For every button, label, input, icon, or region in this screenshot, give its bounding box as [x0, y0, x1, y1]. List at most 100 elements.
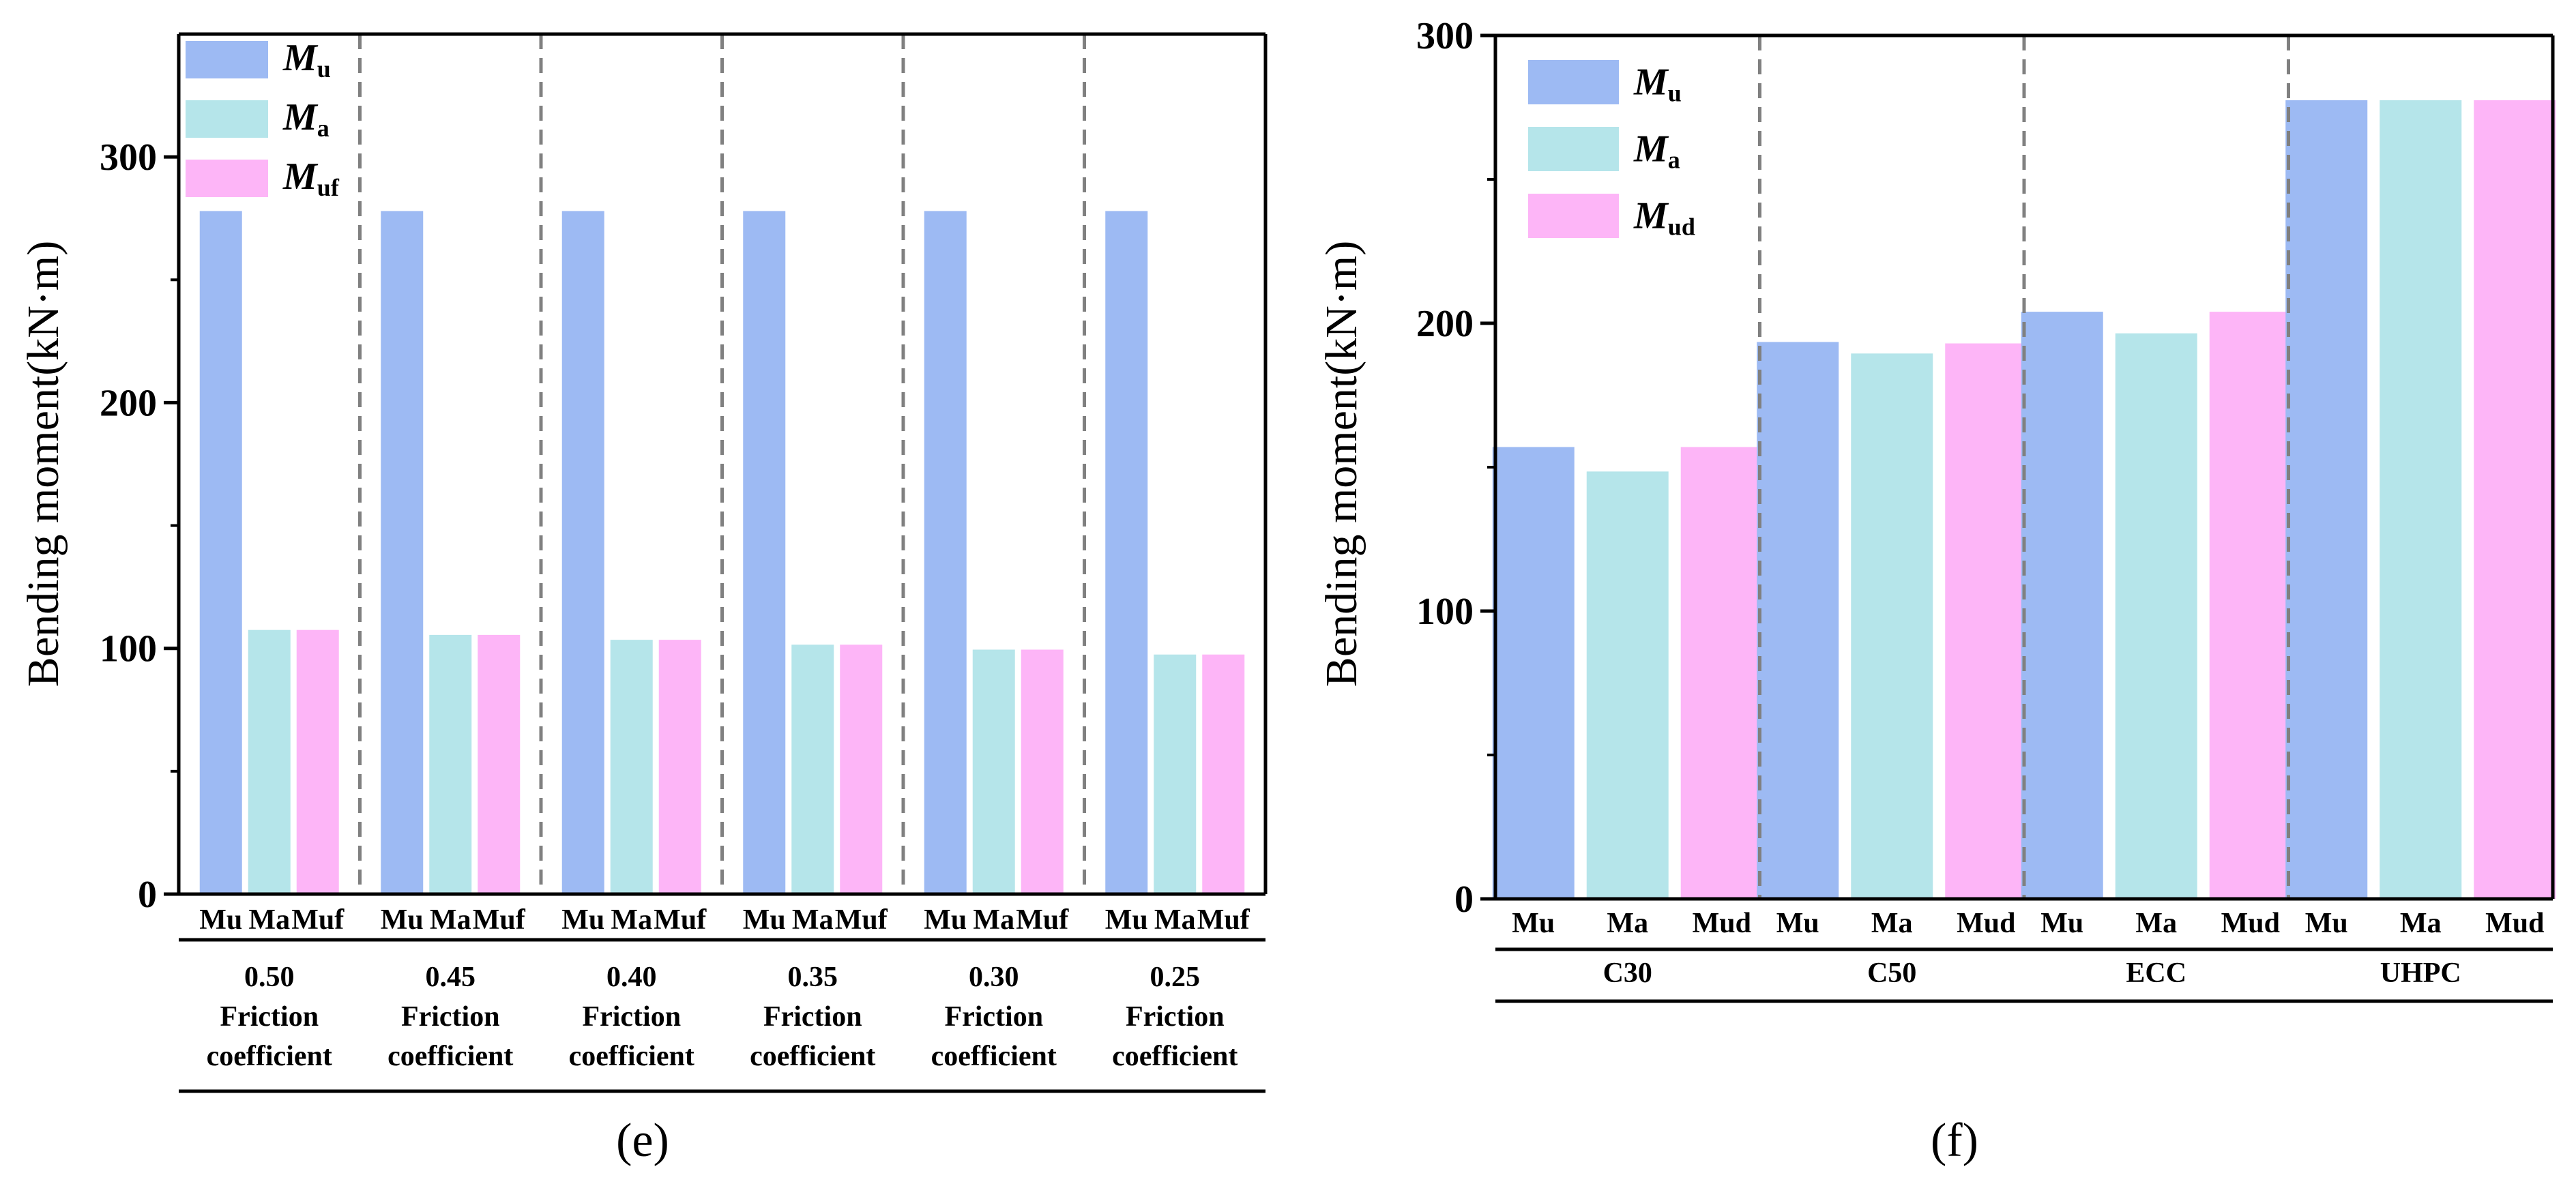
bar-muf-5 — [1202, 654, 1245, 894]
bar-ma-2 — [2115, 333, 2197, 899]
legend-swatch — [1528, 194, 1619, 238]
y-axis-label: Bending moment(kN·m) — [18, 241, 68, 687]
bar-muf-4 — [1021, 649, 1064, 894]
legend-label: Ma — [1633, 128, 1680, 174]
group-label-line1: Friction — [401, 1001, 500, 1033]
group-label-line2: coefficient — [387, 1041, 513, 1072]
bar-mu-2 — [2021, 312, 2103, 899]
bar-label: Mu — [2305, 908, 2348, 939]
bar-label: Ma — [430, 904, 471, 936]
bar-label: Ma — [2400, 908, 2442, 939]
bar-ma-1 — [429, 634, 472, 894]
legend-swatch — [186, 41, 268, 78]
group-value-label: 0.45 — [426, 962, 476, 993]
group-value-label: 0.30 — [969, 962, 1019, 993]
group-label-line1: Friction — [1126, 1001, 1225, 1033]
y-tick-label: 200 — [1416, 303, 1474, 345]
y-tick-label: 300 — [1416, 15, 1474, 57]
y-tick-label: 300 — [100, 136, 157, 179]
panel-label: (f) — [1931, 1114, 1978, 1167]
bar-muf-1 — [478, 634, 521, 894]
bar-label: Mu — [199, 904, 242, 936]
bar-mu-3 — [743, 211, 786, 894]
y-tick-label: 0 — [1454, 878, 1474, 921]
bar-label: Mu — [1512, 908, 1555, 939]
y-axis-label: Bending moment(kN·m) — [1317, 241, 1366, 687]
bar-mu-2 — [561, 211, 604, 894]
group-label-line2: coefficient — [569, 1041, 694, 1072]
bar-label: Mu — [381, 904, 424, 936]
legend-label: Mu — [1633, 61, 1682, 107]
bar-label: Mu — [924, 904, 967, 936]
bar-mu-1 — [381, 211, 424, 894]
bar-muf-3 — [840, 644, 883, 894]
bar-muf-0 — [296, 629, 339, 894]
bar-label: Ma — [1871, 908, 1913, 939]
bar-label: Ma — [792, 904, 834, 936]
bar-label: Muf — [1016, 904, 1069, 936]
legend-label: Muf — [282, 155, 340, 201]
bar-ma-4 — [972, 649, 1015, 894]
group-value-label: ECC — [2126, 958, 2186, 989]
bar-label: Ma — [973, 904, 1014, 936]
legend-label: Mu — [282, 37, 331, 83]
bar-mu-4 — [924, 211, 967, 894]
bar-label: Muf — [291, 904, 345, 936]
bar-label: Muf — [1197, 904, 1250, 936]
bar-label: Muf — [473, 904, 526, 936]
group-label-line2: coefficient — [750, 1041, 875, 1072]
bar-label: Mud — [1957, 908, 2015, 939]
group-value-label: C50 — [1867, 958, 1916, 989]
bar-label: Mud — [2485, 908, 2544, 939]
bar-ma-3 — [2380, 100, 2462, 900]
group-value-label: 0.35 — [788, 962, 838, 993]
group-value-label: 0.50 — [244, 962, 295, 993]
y-tick-label: 200 — [100, 382, 157, 424]
bar-label: Ma — [611, 904, 652, 936]
legend-swatch — [1528, 60, 1619, 104]
bar-label: Ma — [248, 904, 290, 936]
group-label-line2: coefficient — [207, 1041, 332, 1072]
bar-mud-1 — [1945, 343, 2028, 899]
group-label-line1: Friction — [763, 1001, 862, 1033]
bar-label: Mu — [1776, 908, 1819, 939]
bar-label: Muf — [835, 904, 888, 936]
legend-label: Ma — [282, 96, 330, 142]
bar-mu-3 — [2285, 100, 2368, 900]
bar-ma-1 — [1851, 353, 1933, 899]
legend-swatch — [1528, 127, 1619, 171]
bar-label: Mu — [561, 904, 604, 936]
bar-mu-5 — [1105, 211, 1148, 894]
y-tick-label: 100 — [1416, 591, 1474, 633]
bar-muf-2 — [658, 640, 701, 894]
panel-label: (e) — [616, 1114, 669, 1167]
bar-label: Mu — [1105, 904, 1148, 936]
legend-swatch — [186, 160, 268, 197]
bar-label: Muf — [654, 904, 707, 936]
bar-mud-3 — [2474, 100, 2556, 900]
y-tick-label: 100 — [100, 628, 157, 670]
bar-label: Mu — [2040, 908, 2083, 939]
bar-label: Ma — [2135, 908, 2177, 939]
legend-swatch — [186, 100, 268, 138]
bar-mud-0 — [1680, 447, 1763, 899]
bar-mud-2 — [2209, 312, 2292, 899]
group-label-line1: Friction — [944, 1001, 1043, 1033]
bar-label: Mud — [1693, 908, 1751, 939]
group-label-line2: coefficient — [1112, 1041, 1238, 1072]
bar-label: Ma — [1154, 904, 1196, 936]
group-label-line1: Friction — [582, 1001, 681, 1033]
bar-label: Mu — [743, 904, 786, 936]
bar-ma-2 — [610, 640, 653, 894]
bar-ma-3 — [791, 644, 834, 894]
group-value-label: 0.25 — [1150, 962, 1201, 993]
chart-panel-f: Mu Ma Mud C30 Mu Ma Mud C50 Mu Ma Mud ECC Mu Ma Mud UHP… — [1317, 15, 2556, 1167]
group-value-label: 0.40 — [606, 962, 657, 993]
bar-ma-5 — [1154, 654, 1197, 894]
bar-ma-0 — [1586, 471, 1669, 899]
bar-mu-0 — [1492, 447, 1575, 899]
bar-label: Mud — [2221, 908, 2280, 939]
bar-ma-0 — [248, 629, 291, 894]
